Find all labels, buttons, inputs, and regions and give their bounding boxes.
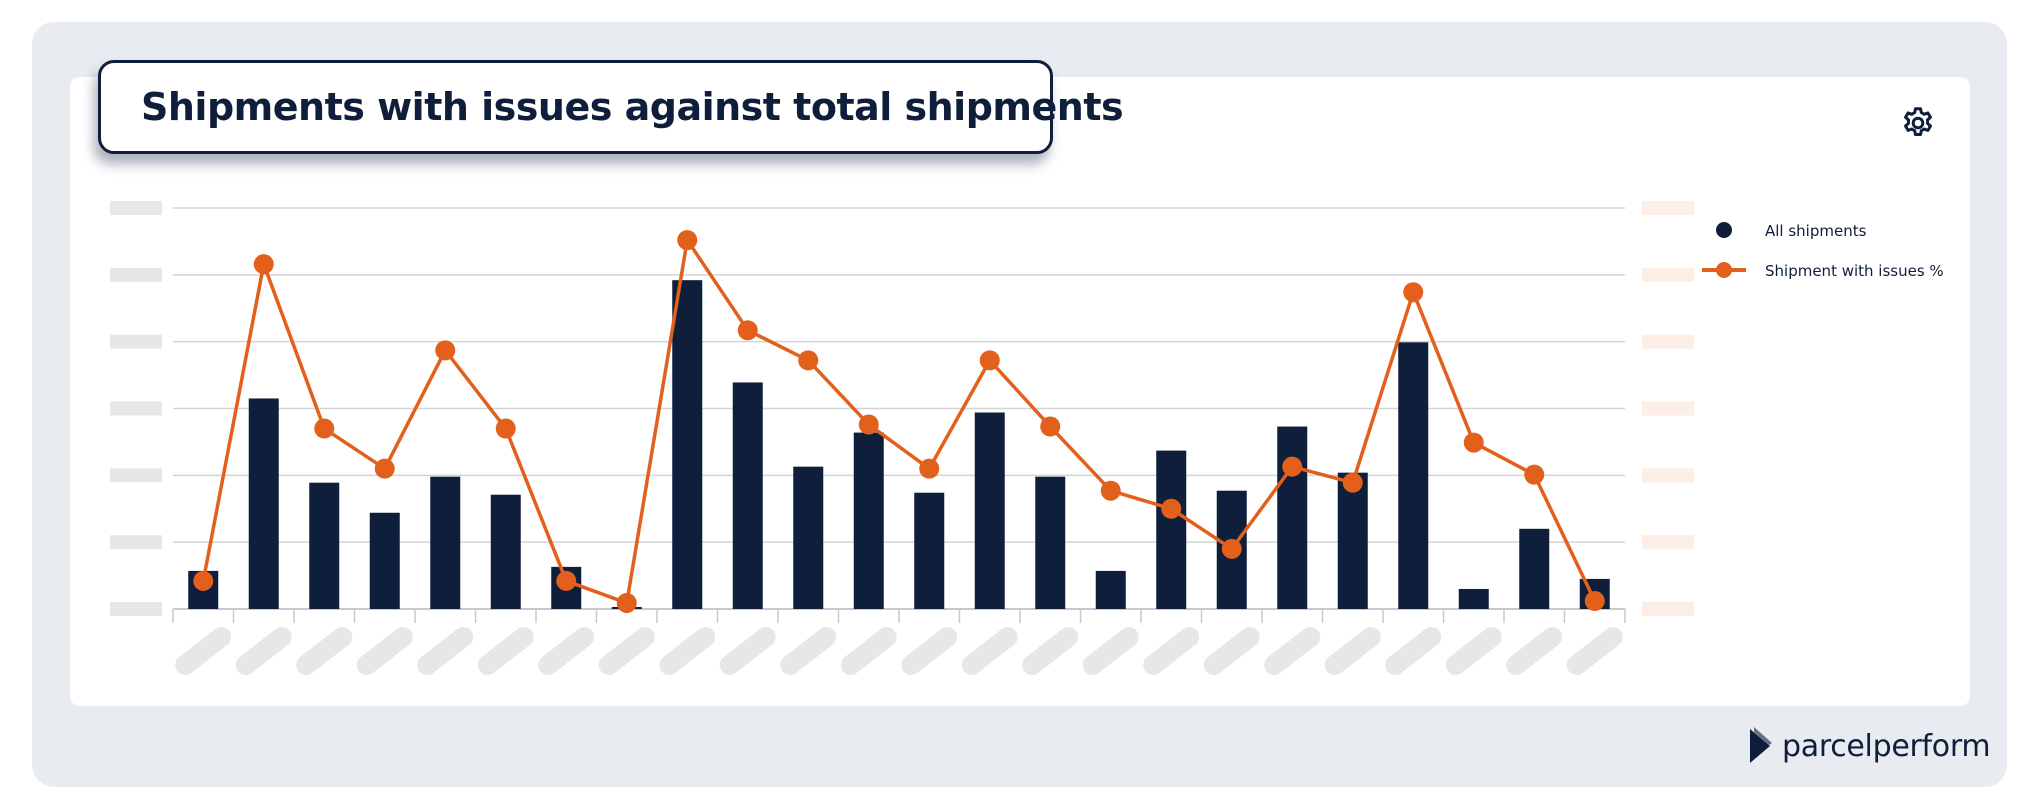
x-tick-label-placeholder <box>780 627 837 675</box>
legend-label-all-shipments: All shipments <box>1765 222 1867 240</box>
x-tick-label-placeholder <box>1264 627 1321 675</box>
bar <box>1458 588 1489 609</box>
issues-point <box>314 418 335 439</box>
bar <box>1035 476 1066 609</box>
bar <box>309 482 340 609</box>
issues-point <box>435 340 456 361</box>
issues-point <box>616 592 637 613</box>
issues-point <box>677 230 698 251</box>
y-tick-label-left-placeholder <box>110 401 162 416</box>
x-tick-label-placeholder <box>538 627 595 675</box>
bar <box>914 492 945 609</box>
y-tick-label-left-placeholder <box>110 468 162 483</box>
issues-point <box>979 350 1000 371</box>
x-tick-label-placeholder <box>417 627 474 675</box>
x-tick-label-placeholder <box>719 627 776 675</box>
x-tick-label-placeholder <box>1203 627 1260 675</box>
bar <box>672 280 703 609</box>
issues-line <box>201 238 1597 605</box>
issues-point <box>1403 282 1424 303</box>
issues-point <box>374 458 395 479</box>
y-tick-label-right-placeholder <box>1642 535 1694 550</box>
bar <box>1095 570 1126 609</box>
issues-point <box>798 350 819 371</box>
x-tick-label-placeholder <box>961 627 1018 675</box>
issues-point <box>1584 590 1605 611</box>
x-tick-label-placeholder <box>1566 627 1623 675</box>
bar <box>793 466 824 609</box>
issues-point <box>737 320 758 341</box>
x-tick-label-placeholder <box>1324 627 1381 675</box>
line-series <box>193 230 1605 613</box>
bar-series <box>188 280 1610 609</box>
bar <box>853 432 884 609</box>
x-tick-label-placeholder <box>175 627 232 675</box>
issues-point <box>1221 538 1242 559</box>
bar <box>248 398 279 609</box>
y-tick-label-right-placeholder <box>1642 468 1694 483</box>
x-tick-label-placeholder <box>901 627 958 675</box>
y-tick-label-right-placeholder <box>1642 401 1694 416</box>
grid-lines <box>172 207 1626 623</box>
issues-point <box>1282 456 1303 477</box>
x-tick-label-placeholder <box>1022 627 1079 675</box>
issues-point <box>1161 498 1182 519</box>
issues-point <box>1463 432 1484 453</box>
y-tick-label-left-placeholder <box>110 201 162 215</box>
issues-point <box>495 418 516 439</box>
issues-point <box>1040 416 1061 437</box>
legend-marker-dot-issues <box>1716 262 1732 278</box>
bar <box>1398 342 1429 609</box>
x-tick-label-placeholder <box>659 627 716 675</box>
bar <box>974 412 1005 609</box>
x-tick-label-placeholder <box>1385 627 1442 675</box>
chart-title-box: Shipments with issues against total ship… <box>98 60 1124 154</box>
x-tick-label-placeholder <box>477 627 534 675</box>
bar <box>732 382 763 609</box>
y-tick-label-right-placeholder <box>1642 201 1694 215</box>
issues-point <box>193 570 214 591</box>
y-tick-label-right-placeholder <box>1642 267 1694 282</box>
x-tick-label-placeholder <box>1082 627 1139 675</box>
x-tick-label-placeholder <box>356 627 413 675</box>
x-tick-label-placeholder <box>598 627 655 675</box>
y-tick-label-left-placeholder <box>110 602 162 616</box>
issues-point <box>1524 464 1545 485</box>
gear-icon <box>1904 107 1932 137</box>
x-tick-label-placeholder <box>235 627 292 675</box>
x-tick-label-placeholder <box>840 627 897 675</box>
x-tick-label-placeholder <box>296 627 353 675</box>
issues-point <box>1100 480 1121 501</box>
bar <box>1519 528 1550 609</box>
x-tick-label-placeholder <box>1143 627 1200 675</box>
bar <box>1337 472 1368 609</box>
y-tick-label-right-placeholder <box>1642 334 1694 349</box>
brand-name: parcelperform <box>1782 728 1991 764</box>
issues-point <box>556 570 577 591</box>
issues-point <box>253 254 274 275</box>
legend-label-issues: Shipment with issues % <box>1765 262 1944 280</box>
y-tick-label-right-placeholder <box>1642 602 1694 616</box>
legend: All shipments Shipment with issues % <box>1702 222 1944 280</box>
bar <box>1277 426 1308 609</box>
issues-point <box>858 414 879 435</box>
bar <box>430 476 461 609</box>
settings-button[interactable] <box>1900 105 1936 141</box>
issues-point <box>1342 472 1363 493</box>
parcelperform-logo-icon <box>1750 727 1772 763</box>
chart-title: Shipments with issues against total ship… <box>141 85 1124 129</box>
y-tick-label-left-placeholder <box>110 334 162 349</box>
axis-label-placeholders <box>110 201 1694 675</box>
x-tick-label-placeholder <box>1445 627 1502 675</box>
bar <box>1156 450 1187 609</box>
legend-marker-all-shipments <box>1716 222 1732 238</box>
x-tick-label-placeholder <box>1506 627 1563 675</box>
y-tick-label-left-placeholder <box>110 535 162 550</box>
bar <box>490 494 521 609</box>
issues-point <box>919 458 940 479</box>
y-tick-label-left-placeholder <box>110 267 162 282</box>
brand-logo: parcelperform <box>1748 726 1991 766</box>
bar <box>369 512 400 609</box>
